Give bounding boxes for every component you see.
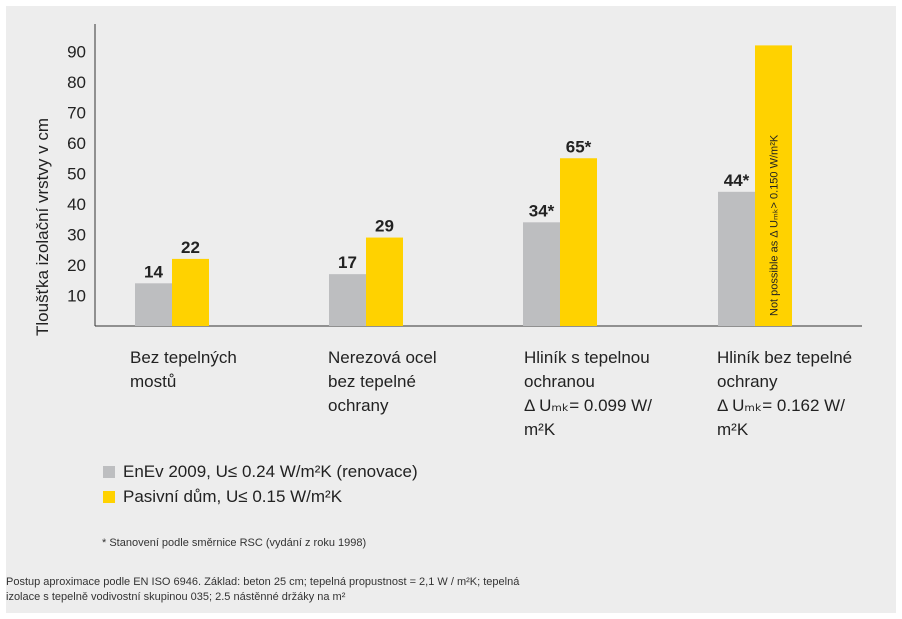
legend-label-passive: Pasivní dům, U≤ 0.15 W/m²K xyxy=(123,487,343,506)
y-tick-label-80: 80 xyxy=(67,73,86,92)
footnote-method: Postup aproximace podle EN ISO 6946. Zák… xyxy=(6,576,520,603)
y-tick-label-90: 90 xyxy=(67,43,86,62)
bar-s1-c2 xyxy=(329,274,366,326)
data-label-s2-c1: 22 xyxy=(181,238,200,257)
y-tick-label-50: 50 xyxy=(67,165,86,184)
category-label-4: Hliník bez tepelné ochrany Δ Uₘₖ= 0.162 … xyxy=(717,348,853,439)
bar-s2-c1 xyxy=(172,258,209,326)
legend-label-enev: EnEv 2009, U≤ 0.24 W/m²K (renovace) xyxy=(123,462,418,481)
y-tick-label-60: 60 xyxy=(67,134,86,153)
legend-swatch-gray xyxy=(103,466,115,478)
bar-s1-c1 xyxy=(135,283,172,326)
bar-s1-c4 xyxy=(718,191,755,326)
bar-s2-c4 xyxy=(755,45,792,327)
y-tick-label-30: 30 xyxy=(67,226,86,245)
y-tick-label-70: 70 xyxy=(67,104,86,123)
data-label-s2-c2: 29 xyxy=(375,217,394,236)
y-axis-label: Tloušťka izolační vrstvy v cm xyxy=(33,118,52,336)
data-label-s1-c1: 14 xyxy=(144,262,163,281)
category-label-2: Nerezová ocel bez tepelné ochrany xyxy=(328,348,437,415)
category-label-1: Bez tepelných mostů xyxy=(130,348,237,391)
data-label-s1-c2: 17 xyxy=(338,253,357,272)
y-tick-label-20: 20 xyxy=(67,256,86,275)
chart-panel: 10 20 30 40 50 60 70 80 90 14 17 34* 44* 22 29 65* Not p… xyxy=(6,6,896,613)
y-tick-label-40: 40 xyxy=(67,195,86,214)
data-label-s1-c4: 44* xyxy=(724,171,750,190)
category-label-3: Hliník s tepelnou ochranou Δ Uₘₖ= 0.099 … xyxy=(524,348,652,439)
data-label-s2-c3: 65* xyxy=(566,137,592,156)
footnote-asterisk: * Stanovení podle směrnice RSC (vydání z… xyxy=(102,537,367,549)
bar-s2-c2 xyxy=(366,237,403,326)
bar-s1-c3 xyxy=(523,222,560,326)
y-tick-label-10: 10 xyxy=(67,287,86,306)
bar-annotation-not-possible: Not possible as Δ Uₘₖ> 0.150 W/m²K xyxy=(769,134,781,316)
data-label-s1-c3: 34* xyxy=(529,201,555,220)
bar-s2-c3 xyxy=(560,158,597,326)
legend-item-passive: Pasivní dům, U≤ 0.15 W/m²K xyxy=(103,487,342,507)
bar-chart: 10 20 30 40 50 60 70 80 90 14 17 34* 44* 22 29 65* Not p… xyxy=(67,24,862,327)
legend-swatch-yellow xyxy=(103,491,115,503)
legend-item-enev: EnEv 2009, U≤ 0.24 W/m²K (renovace) xyxy=(103,462,418,482)
